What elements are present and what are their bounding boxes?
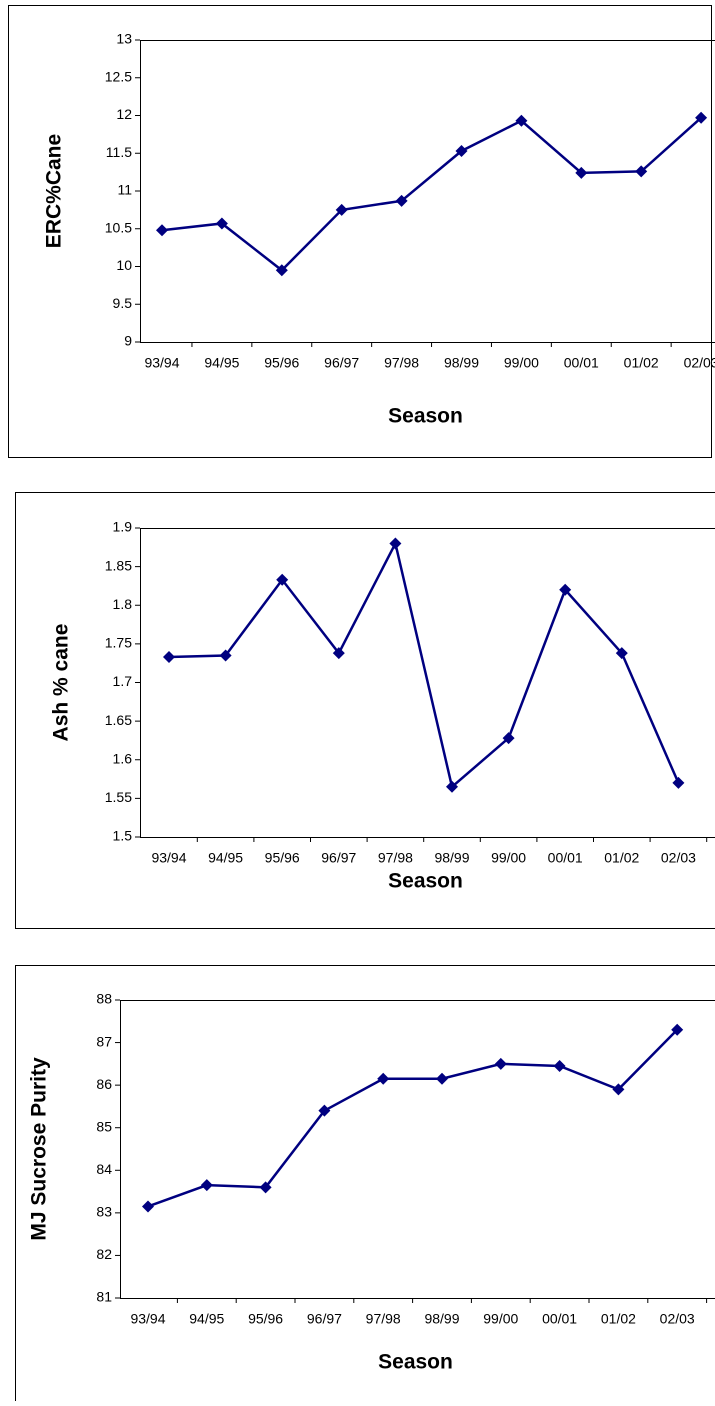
y-tick-label: 1.65 bbox=[105, 712, 132, 728]
y-tick-label: 87 bbox=[96, 1033, 112, 1049]
y-tick-label: 9 bbox=[124, 333, 132, 349]
plot-area bbox=[141, 41, 715, 343]
y-tick-label: 1.5 bbox=[113, 828, 133, 844]
x-tick-label: 99/00 bbox=[504, 355, 539, 371]
data-point bbox=[436, 1073, 448, 1085]
data-point bbox=[163, 651, 175, 663]
x-tick-label: 98/99 bbox=[424, 1311, 459, 1327]
y-axis-title: Ash % cane bbox=[50, 624, 73, 742]
x-tick-label: 00/01 bbox=[564, 355, 599, 371]
x-tick-label: 97/98 bbox=[366, 1311, 401, 1327]
series-line bbox=[148, 1030, 677, 1207]
x-tick-label: 00/01 bbox=[542, 1311, 577, 1327]
x-tick-label: 99/00 bbox=[483, 1311, 518, 1327]
x-tick-label: 95/96 bbox=[264, 355, 299, 371]
y-tick-label: 1.85 bbox=[105, 557, 132, 573]
y-tick-label: 10.5 bbox=[105, 219, 132, 235]
x-tick-label: 98/99 bbox=[444, 355, 479, 371]
y-tick-label: 83 bbox=[96, 1204, 112, 1220]
x-tick-label: 96/97 bbox=[324, 355, 359, 371]
y-tick-label: 86 bbox=[96, 1076, 112, 1092]
x-tick-label: 96/97 bbox=[321, 850, 356, 866]
x-tick-label: 97/98 bbox=[384, 355, 419, 371]
data-point bbox=[156, 224, 168, 236]
y-tick-label: 81 bbox=[96, 1289, 112, 1305]
data-point bbox=[389, 537, 401, 549]
y-tick-label: 1.55 bbox=[105, 789, 132, 805]
x-tick-label: 94/95 bbox=[208, 850, 243, 866]
y-tick-label: 11 bbox=[117, 182, 132, 198]
x-axis-title: Season bbox=[378, 1351, 453, 1374]
data-point bbox=[377, 1073, 389, 1085]
x-tick-label: 93/94 bbox=[144, 355, 179, 371]
data-point bbox=[495, 1058, 507, 1070]
y-tick-label: 12.5 bbox=[105, 68, 132, 84]
x-tick-label: 01/02 bbox=[601, 1311, 636, 1327]
x-tick-label: 95/96 bbox=[265, 850, 300, 866]
y-tick-label: 1.6 bbox=[113, 750, 133, 766]
x-tick-label: 97/98 bbox=[378, 850, 413, 866]
y-tick-label: 1.9 bbox=[113, 519, 133, 535]
y-tick-label: 11.5 bbox=[106, 144, 132, 160]
x-axis-title: Season bbox=[388, 870, 463, 893]
y-axis-title: ERC%Cane bbox=[43, 134, 66, 248]
y-tick-label: 84 bbox=[96, 1161, 112, 1177]
series-line bbox=[162, 118, 701, 271]
data-point bbox=[142, 1200, 154, 1212]
y-tick-label: 1.7 bbox=[113, 673, 133, 689]
x-tick-label: 01/02 bbox=[604, 850, 639, 866]
x-tick-label: 02/03 bbox=[661, 850, 696, 866]
plot-area bbox=[121, 1001, 715, 1299]
y-tick-label: 1.8 bbox=[113, 596, 133, 612]
x-tick-label: 93/94 bbox=[130, 1311, 165, 1327]
x-tick-label: 96/97 bbox=[307, 1311, 342, 1327]
y-axis-title: MJ Sucrose Purity bbox=[28, 1057, 51, 1241]
x-tick-label: 01/02 bbox=[624, 355, 659, 371]
x-tick-label: 93/94 bbox=[151, 850, 186, 866]
data-point bbox=[672, 777, 684, 789]
y-tick-label: 9.5 bbox=[113, 295, 133, 311]
data-point bbox=[554, 1060, 566, 1072]
x-tick-label: 94/95 bbox=[189, 1311, 224, 1327]
x-tick-label: 98/99 bbox=[434, 850, 469, 866]
data-point bbox=[201, 1179, 213, 1191]
y-tick-label: 10 bbox=[116, 257, 132, 273]
y-tick-label: 82 bbox=[96, 1246, 112, 1262]
y-tick-label: 88 bbox=[96, 991, 112, 1007]
x-tick-label: 99/00 bbox=[491, 850, 526, 866]
x-tick-label: 94/95 bbox=[204, 355, 239, 371]
x-tick-label: 02/03 bbox=[660, 1311, 695, 1327]
y-tick-label: 1.75 bbox=[105, 635, 132, 651]
x-tick-label: 95/96 bbox=[248, 1311, 283, 1327]
y-tick-label: 13 bbox=[116, 31, 132, 47]
x-tick-label: 00/01 bbox=[548, 850, 583, 866]
y-tick-label: 85 bbox=[96, 1118, 112, 1134]
series-line bbox=[169, 543, 678, 786]
x-axis-title: Season bbox=[388, 405, 463, 428]
y-tick-label: 12 bbox=[116, 106, 132, 122]
x-tick-label: 02/03 bbox=[684, 355, 715, 371]
